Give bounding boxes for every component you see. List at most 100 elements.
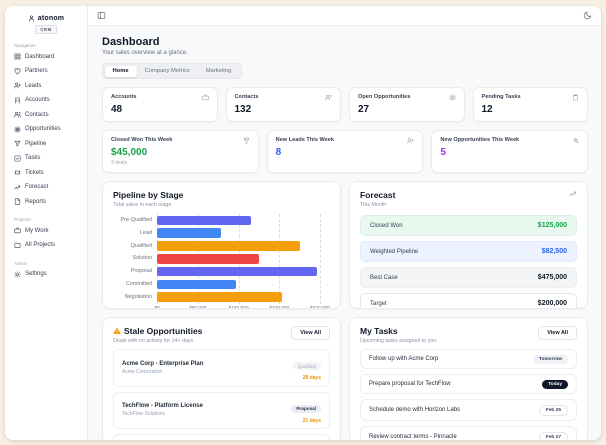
logo-badge: CRM <box>35 25 57 34</box>
clipboard-icon <box>573 94 578 101</box>
task-row[interactable]: Follow up with Acme Corp Tomorrow <box>360 349 577 369</box>
bar-pre-qualified <box>157 215 252 226</box>
task-row[interactable]: Review contract terms - Pinnacle Feb 27 <box>360 426 577 440</box>
x-tick-label: $0 <box>154 305 160 309</box>
sidebar-item-all-projects[interactable]: All Projects <box>11 239 81 252</box>
forecast-row-closed-won: Closed Won $125,000 <box>360 215 577 236</box>
sidebar-item-accounts[interactable]: Accounts <box>11 94 81 107</box>
forecast-label: Target <box>370 300 387 307</box>
moon-icon[interactable] <box>583 11 592 20</box>
tab-company-metrics[interactable]: Company Metrics <box>144 68 190 74</box>
sidebar-item-forecast[interactable]: Forecast <box>11 181 81 194</box>
forecast-value: $125,000 <box>537 222 567 229</box>
tab-marketing[interactable]: Marketing <box>205 68 232 74</box>
check-square-icon <box>14 155 21 161</box>
sidebar-item-leads[interactable]: Leads <box>11 79 81 92</box>
forecast-value: $82,500 <box>541 248 567 255</box>
stage-badge: Qualified <box>292 362 321 370</box>
task-row[interactable]: Prepare proposal for TechFlow Today <box>360 374 577 394</box>
chart-plot-area <box>157 214 321 304</box>
due-badge: Feb 27 <box>538 431 568 440</box>
stat-label: Accounts <box>111 94 137 100</box>
sidebar-item-opportunities[interactable]: Opportunities <box>11 123 81 136</box>
trophy-icon <box>243 137 249 144</box>
sidebar-item-partners[interactable]: Partners <box>11 65 81 78</box>
y-tick-label: Negotiation <box>124 293 152 300</box>
sidebar-item-label: Accounts <box>25 97 50 103</box>
card-new-opportunities-this-week: New Opportunities This Week 5 <box>431 130 588 173</box>
bar-row <box>157 291 320 304</box>
bar-qualified <box>157 241 300 251</box>
stats-row: Accounts 48 Contacts 132 Open Opportunit… <box>102 87 588 122</box>
view-all-button[interactable]: View All <box>538 326 577 340</box>
ticket-icon <box>14 170 21 175</box>
task-text: Follow up with Acme Corp <box>369 356 439 362</box>
forecast-row-weighted-pipeline: Weighted Pipeline $82,500 <box>360 241 577 262</box>
sidebar-item-contacts[interactable]: Contacts <box>11 108 81 121</box>
bar-row <box>157 214 320 227</box>
view-all-button[interactable]: View All <box>291 326 330 340</box>
folder-icon <box>14 242 21 248</box>
dashboard-content: Dashboard Your sales overview at a glanc… <box>88 26 601 440</box>
bar-row <box>157 252 320 265</box>
days-stale: 28 days <box>302 375 321 381</box>
opportunity-company: TechFlow Solutions <box>122 411 166 418</box>
stale-title: Stale Opportunities <box>124 326 203 336</box>
stat-card-accounts: Accounts 48 <box>102 87 218 122</box>
gridline <box>320 214 321 304</box>
days-stale: 21 days <box>302 417 321 424</box>
briefcase-icon <box>201 94 209 101</box>
bar-solution <box>157 253 259 264</box>
logo: atonom <box>11 15 81 22</box>
bar-committed <box>157 279 236 290</box>
tab-home[interactable]: Home <box>104 65 137 77</box>
my-tasks-title: My Tasks <box>360 326 398 336</box>
task-text: Prepare proposal for TechFlow <box>369 381 451 387</box>
stat-label: Contacts <box>234 94 259 100</box>
sidebar-item-my-work[interactable]: My Work <box>11 224 81 237</box>
sidebar-item-label: Tasks <box>25 155 41 161</box>
chart-x-axis: $0 $80,000 $160,000 $240,000 $320,000 <box>154 304 330 309</box>
stat-value: 48 <box>111 104 123 115</box>
card-value: 5 <box>440 147 446 158</box>
forecast-row-target: Target $200,000 <box>360 293 577 308</box>
stale-subtitle: Deals with no activity for 14+ days <box>113 338 194 344</box>
stat-card-pending-tasks: Pending Tasks 12 <box>472 87 588 122</box>
target-icon <box>449 94 455 101</box>
sidebar-item-settings[interactable]: Settings <box>11 268 81 281</box>
y-tick-label: Pre-Qualified <box>120 217 152 223</box>
stage-badge: Proposal <box>291 404 321 413</box>
stale-opportunity-row[interactable]: Pinnacle - Annual Subscription Pinnacle … <box>113 434 330 440</box>
sidebar-item-dashboard[interactable]: Dashboard <box>11 50 81 63</box>
forecast-subtitle: This Month <box>360 202 387 208</box>
pipeline-chart: Pre-Qualified Lead Qualified Solution Propos… <box>113 214 330 309</box>
y-tick-label: Qualified <box>130 242 152 249</box>
sidebar-item-label: Settings <box>25 271 47 277</box>
sidebar-item-tasks[interactable]: Tasks <box>11 152 81 165</box>
stale-opportunity-row[interactable]: TechFlow - Platform License TechFlow Sol… <box>113 391 330 429</box>
task-row[interactable]: Schedule demo with Horizon Labs Feb 25 <box>360 399 577 421</box>
y-tick-label: Proposal <box>130 268 152 275</box>
stat-label: Pending Tasks <box>481 94 521 100</box>
chart-y-axis: Pre-Qualified Lead Qualified Solution Propos… <box>113 214 157 304</box>
sidebar-item-reports[interactable]: Reports <box>11 195 81 208</box>
stat-value: 12 <box>481 104 493 115</box>
bar-lead <box>157 228 221 238</box>
card-value: 8 <box>275 147 282 158</box>
page-title: Dashboard <box>102 36 160 48</box>
trending-up-icon <box>14 184 21 189</box>
opportunity-name: TechFlow - Platform License <box>122 403 203 410</box>
nav-section-label: Admin <box>14 260 28 266</box>
stale-opportunity-row[interactable]: Acme Corp - Enterprise Plan Acme Corpora… <box>113 349 330 387</box>
forecast-label: Best Case <box>370 274 398 281</box>
file-icon <box>14 198 21 205</box>
panel-left-icon[interactable] <box>97 11 106 20</box>
sidebar-item-label: Partners <box>25 68 48 74</box>
gridline <box>279 214 281 304</box>
opportunity-name: Acme Corp - Enterprise Plan <box>122 360 204 367</box>
forecast-label: Weighted Pipeline <box>370 248 419 255</box>
sidebar-item-label: Reports <box>25 198 47 205</box>
sidebar-item-pipeline[interactable]: Pipeline <box>11 137 81 150</box>
sidebar-item-tickets[interactable]: Tickets <box>11 166 81 179</box>
card-label: New Opportunities This Week <box>440 137 520 143</box>
